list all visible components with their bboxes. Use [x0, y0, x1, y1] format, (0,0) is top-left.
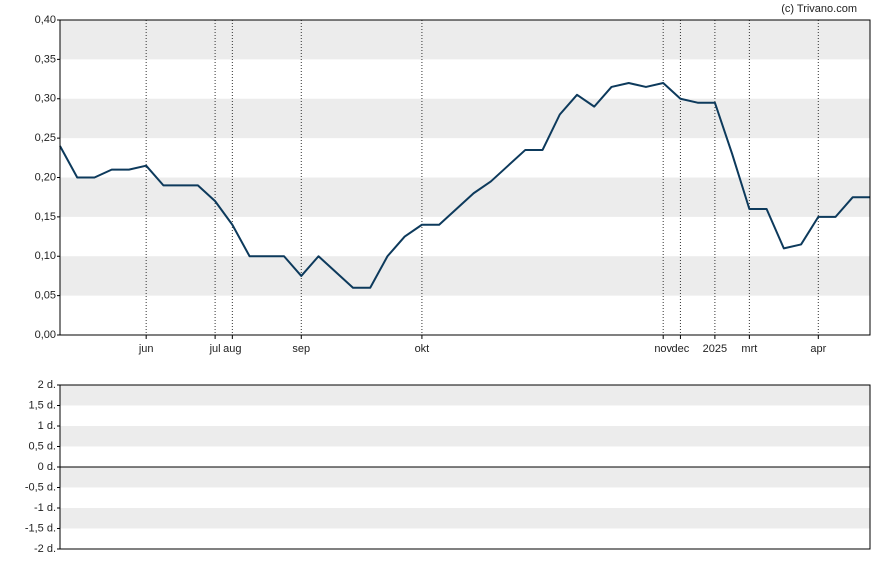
- x-tick-label: jun: [138, 343, 154, 355]
- y-tick-label: 0,20: [35, 171, 56, 183]
- x-tick-label: okt: [415, 343, 430, 355]
- x-tick-label: aug: [223, 343, 241, 355]
- y-tick-label: 0,00: [35, 329, 56, 341]
- y-tick-label: 0,15: [35, 211, 56, 223]
- y-tick-label: 0,35: [35, 53, 56, 65]
- plot-border: [59, 19, 871, 336]
- x-tick-label: sep: [292, 343, 310, 355]
- x-tick-label: jul: [209, 343, 221, 355]
- x-tick-label: dec: [672, 343, 690, 355]
- price-line: [59, 82, 870, 289]
- y-tick-label: -2 d.: [34, 543, 56, 555]
- grid-band: [60, 256, 870, 296]
- y-tick-label: -0,5 d.: [25, 481, 56, 493]
- y-tick-label: 0,05: [35, 290, 56, 302]
- y-tick-label: 0,5 d.: [28, 440, 56, 452]
- grid-band: [60, 385, 870, 406]
- y-tick-label: 0,10: [35, 250, 56, 262]
- grid-band: [60, 177, 870, 217]
- x-tick-label: apr: [810, 343, 826, 355]
- y-tick-label: 0,25: [35, 132, 56, 144]
- y-tick-label: -1,5 d.: [25, 522, 56, 534]
- x-tick-label: 2025: [703, 343, 727, 355]
- y-tick-label: 0,40: [35, 14, 56, 26]
- y-tick-label: 2 d.: [38, 379, 56, 391]
- y-tick-label: 0,30: [35, 93, 56, 105]
- credit: (c) Trivano.com: [781, 3, 857, 15]
- y-tick-label: 1 d.: [38, 420, 56, 432]
- grid-band: [60, 508, 870, 529]
- grid-band: [60, 426, 870, 447]
- grid-band: [60, 20, 870, 60]
- y-tick-label: -1 d.: [34, 502, 56, 514]
- x-tick-label: nov: [654, 343, 672, 355]
- grid-band: [60, 467, 870, 488]
- plot-border: [59, 384, 871, 550]
- x-tick-label: mrt: [741, 343, 757, 355]
- y-tick-label: 0 d.: [38, 461, 56, 473]
- y-tick-label: 1,5 d.: [28, 399, 56, 411]
- grid-band: [60, 98, 870, 139]
